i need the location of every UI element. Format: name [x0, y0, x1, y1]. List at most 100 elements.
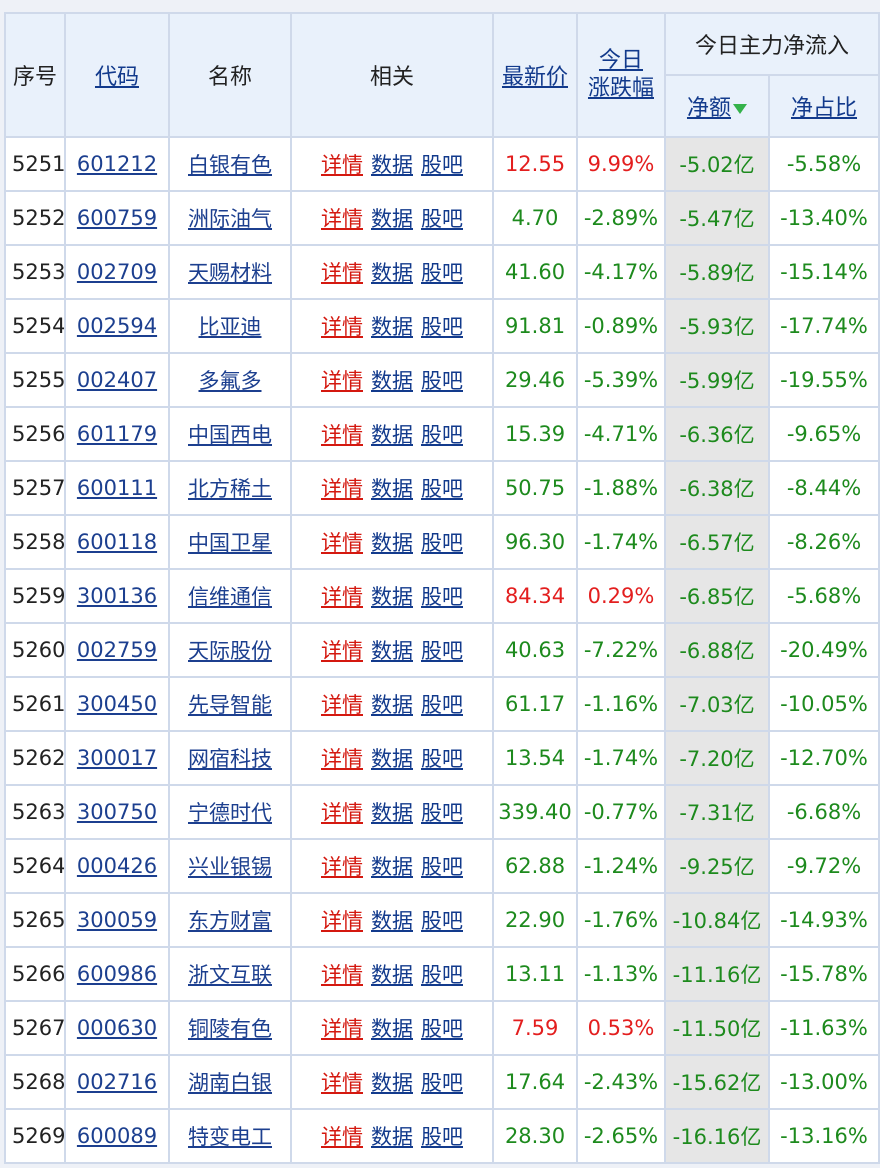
stock-name-link[interactable]: 兴业银锡: [188, 855, 272, 879]
row-name[interactable]: 特变电工: [170, 1110, 292, 1164]
stock-name-link[interactable]: 湖南白银: [188, 1071, 272, 1095]
sort-desc-icon[interactable]: [733, 104, 747, 114]
row-name[interactable]: 铜陵有色: [170, 1002, 292, 1056]
detail-link[interactable]: 详情: [321, 207, 363, 231]
forum-link[interactable]: 股吧: [421, 801, 463, 825]
stock-code-link[interactable]: 002709: [76, 260, 158, 284]
forum-link[interactable]: 股吧: [421, 207, 463, 231]
row-code[interactable]: 300750: [66, 786, 170, 840]
data-link[interactable]: 数据: [371, 1071, 413, 1095]
forum-link[interactable]: 股吧: [421, 963, 463, 987]
row-code[interactable]: 300450: [66, 678, 170, 732]
forum-link[interactable]: 股吧: [421, 1017, 463, 1041]
forum-link[interactable]: 股吧: [421, 585, 463, 609]
forum-link[interactable]: 股吧: [421, 261, 463, 285]
data-link[interactable]: 数据: [371, 639, 413, 663]
data-link[interactable]: 数据: [371, 315, 413, 339]
row-name[interactable]: 洲际油气: [170, 192, 292, 246]
stock-code-link[interactable]: 300059: [76, 908, 158, 932]
data-link[interactable]: 数据: [371, 801, 413, 825]
detail-link[interactable]: 详情: [321, 477, 363, 501]
detail-link[interactable]: 详情: [321, 153, 363, 177]
stock-code-link[interactable]: 300750: [76, 800, 158, 824]
stock-code-link[interactable]: 300136: [76, 584, 158, 608]
row-code[interactable]: 300059: [66, 894, 170, 948]
detail-link[interactable]: 详情: [321, 801, 363, 825]
forum-link[interactable]: 股吧: [421, 693, 463, 717]
header-price-link[interactable]: 最新价: [501, 65, 568, 90]
data-link[interactable]: 数据: [371, 369, 413, 393]
stock-name-link[interactable]: 特变电工: [188, 1125, 272, 1149]
detail-link[interactable]: 详情: [321, 963, 363, 987]
data-link[interactable]: 数据: [371, 585, 413, 609]
row-name[interactable]: 宁德时代: [170, 786, 292, 840]
header-net-amount[interactable]: 净额: [666, 76, 770, 138]
forum-link[interactable]: 股吧: [421, 153, 463, 177]
header-price[interactable]: 最新价: [494, 12, 578, 138]
row-code[interactable]: 600759: [66, 192, 170, 246]
row-name[interactable]: 白银有色: [170, 138, 292, 192]
row-code[interactable]: 300017: [66, 732, 170, 786]
data-link[interactable]: 数据: [371, 153, 413, 177]
stock-name-link[interactable]: 网宿科技: [188, 747, 272, 771]
stock-name-link[interactable]: 东方财富: [188, 909, 272, 933]
row-code[interactable]: 002759: [66, 624, 170, 678]
header-net-ratio-link[interactable]: 净占比: [791, 96, 858, 121]
row-name[interactable]: 浙文互联: [170, 948, 292, 1002]
forum-link[interactable]: 股吧: [421, 639, 463, 663]
data-link[interactable]: 数据: [371, 693, 413, 717]
row-name[interactable]: 天际股份: [170, 624, 292, 678]
detail-link[interactable]: 详情: [321, 747, 363, 771]
row-name[interactable]: 网宿科技: [170, 732, 292, 786]
data-link[interactable]: 数据: [371, 261, 413, 285]
stock-name-link[interactable]: 比亚迪: [198, 315, 262, 339]
forum-link[interactable]: 股吧: [421, 477, 463, 501]
stock-code-link[interactable]: 000630: [76, 1016, 158, 1040]
row-code[interactable]: 000426: [66, 840, 170, 894]
data-link[interactable]: 数据: [371, 423, 413, 447]
stock-name-link[interactable]: 中国卫星: [188, 531, 272, 555]
stock-code-link[interactable]: 300450: [76, 692, 158, 716]
forum-link[interactable]: 股吧: [421, 747, 463, 771]
detail-link[interactable]: 详情: [321, 855, 363, 879]
forum-link[interactable]: 股吧: [421, 1071, 463, 1095]
forum-link[interactable]: 股吧: [421, 1125, 463, 1149]
detail-link[interactable]: 详情: [321, 909, 363, 933]
row-name[interactable]: 东方财富: [170, 894, 292, 948]
header-code[interactable]: 代码: [66, 12, 170, 138]
detail-link[interactable]: 详情: [321, 1017, 363, 1041]
detail-link[interactable]: 详情: [321, 639, 363, 663]
stock-code-link[interactable]: 002407: [76, 368, 158, 392]
row-name[interactable]: 湖南白银: [170, 1056, 292, 1110]
forum-link[interactable]: 股吧: [421, 315, 463, 339]
forum-link[interactable]: 股吧: [421, 369, 463, 393]
detail-link[interactable]: 详情: [321, 1125, 363, 1149]
row-name[interactable]: 先导智能: [170, 678, 292, 732]
stock-code-link[interactable]: 002716: [76, 1070, 158, 1094]
detail-link[interactable]: 详情: [321, 585, 363, 609]
row-code[interactable]: 600986: [66, 948, 170, 1002]
header-code-link[interactable]: 代码: [94, 65, 139, 90]
row-code[interactable]: 002716: [66, 1056, 170, 1110]
forum-link[interactable]: 股吧: [421, 423, 463, 447]
row-name[interactable]: 信维通信: [170, 570, 292, 624]
stock-name-link[interactable]: 中国西电: [188, 423, 272, 447]
stock-name-link[interactable]: 多氟多: [198, 369, 262, 393]
row-name[interactable]: 北方稀土: [170, 462, 292, 516]
data-link[interactable]: 数据: [371, 531, 413, 555]
row-code[interactable]: 601179: [66, 408, 170, 462]
stock-name-link[interactable]: 白银有色: [188, 153, 272, 177]
detail-link[interactable]: 详情: [321, 693, 363, 717]
row-code[interactable]: 002407: [66, 354, 170, 408]
stock-code-link[interactable]: 601212: [76, 152, 158, 176]
detail-link[interactable]: 详情: [321, 531, 363, 555]
stock-name-link[interactable]: 先导智能: [188, 693, 272, 717]
row-name[interactable]: 兴业银锡: [170, 840, 292, 894]
stock-code-link[interactable]: 600759: [76, 206, 158, 230]
row-code[interactable]: 002709: [66, 246, 170, 300]
data-link[interactable]: 数据: [371, 477, 413, 501]
row-code[interactable]: 000630: [66, 1002, 170, 1056]
stock-code-link[interactable]: 600111: [76, 476, 158, 500]
stock-code-link[interactable]: 601179: [76, 422, 158, 446]
row-code[interactable]: 002594: [66, 300, 170, 354]
